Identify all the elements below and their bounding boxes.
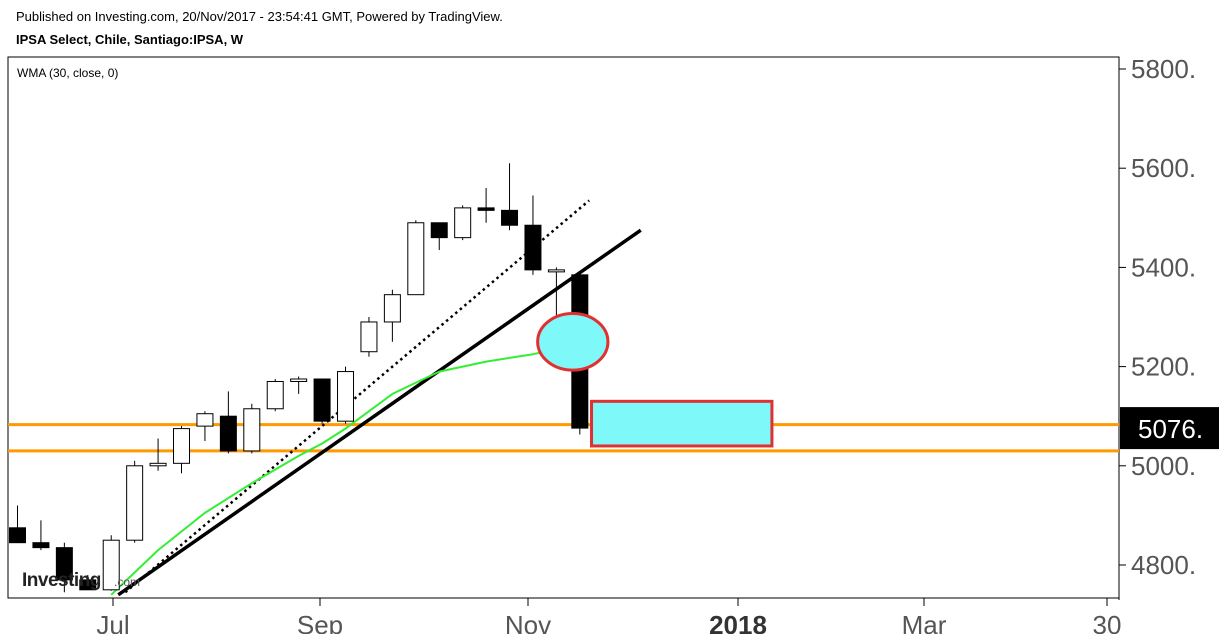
last-price-marker: 5076. bbox=[1120, 407, 1219, 450]
candle bbox=[243, 403, 261, 454]
support-lines bbox=[8, 423, 1119, 453]
x-tick-label: Nov bbox=[505, 610, 551, 634]
candle bbox=[290, 376, 308, 394]
trendline-dotted bbox=[124, 199, 590, 594]
candle-body-up bbox=[102, 539, 120, 591]
x-tick-label: Sep bbox=[297, 610, 343, 634]
y-tick-label: 5800. bbox=[1131, 54, 1196, 84]
candle bbox=[524, 195, 542, 275]
y-tick-label: 5400. bbox=[1131, 252, 1196, 282]
candle-body-up bbox=[196, 413, 214, 427]
x-tick-label: 2018 bbox=[709, 610, 767, 634]
candle bbox=[149, 438, 167, 471]
candle-body-up bbox=[126, 465, 144, 541]
candle bbox=[79, 574, 97, 591]
wma-series bbox=[110, 348, 557, 596]
x-tick-label: Jul bbox=[96, 610, 129, 634]
candle bbox=[32, 520, 50, 551]
highlight-rectangle bbox=[590, 399, 774, 448]
candle bbox=[501, 163, 519, 231]
candle-body-down bbox=[9, 527, 26, 544]
candle bbox=[337, 366, 355, 424]
indicator-label: WMA (30, close, 0) bbox=[17, 66, 118, 80]
candle-body-up bbox=[383, 294, 401, 323]
candle bbox=[313, 378, 331, 424]
candle-body-up bbox=[454, 207, 472, 239]
last-price-label: 5076. bbox=[1138, 414, 1203, 444]
y-tick-label: 5200. bbox=[1131, 352, 1196, 382]
trendlines bbox=[117, 199, 642, 597]
candle bbox=[383, 289, 401, 342]
candle bbox=[430, 222, 448, 251]
time-axis: Jul Sep Nov 2018 Mar 30 bbox=[96, 598, 1121, 634]
candle bbox=[266, 379, 284, 412]
candle bbox=[360, 317, 378, 357]
candle-body-down bbox=[524, 224, 542, 271]
price-axis: 4800. 5000. 5200. 5400. 5600. 5800. bbox=[1119, 54, 1196, 580]
last-price-box bbox=[1120, 407, 1219, 450]
candle bbox=[102, 535, 120, 591]
highlights bbox=[536, 312, 774, 448]
published-note: Published on Investing.com, 20/Nov/2017 … bbox=[16, 9, 503, 24]
candle-body-up bbox=[337, 371, 355, 422]
candle bbox=[55, 542, 73, 593]
y-tick-label: 5000. bbox=[1131, 451, 1196, 481]
candle-body-up bbox=[149, 462, 167, 467]
x-tick-label: 30 bbox=[1093, 610, 1122, 634]
candle bbox=[9, 505, 26, 544]
watermark-suffix: .com bbox=[114, 575, 140, 589]
candle-body-down bbox=[55, 547, 73, 581]
candle-body-down bbox=[313, 378, 331, 422]
candle-body-down bbox=[501, 209, 519, 226]
candle bbox=[407, 220, 425, 296]
candle-body-down bbox=[477, 207, 495, 211]
candle-body-down bbox=[32, 542, 50, 549]
candle bbox=[173, 426, 191, 474]
candle bbox=[219, 391, 237, 454]
candle-body-up bbox=[407, 222, 425, 296]
highlight-ellipse bbox=[536, 312, 610, 372]
x-tick-label: Mar bbox=[902, 610, 947, 634]
y-tick-label: 4800. bbox=[1131, 550, 1196, 580]
candle bbox=[454, 205, 472, 241]
candle-body-down bbox=[430, 222, 448, 239]
y-tick-label: 5600. bbox=[1131, 153, 1196, 183]
wma-line bbox=[110, 348, 557, 596]
candle-body-down bbox=[219, 415, 237, 452]
candle-body-up bbox=[266, 380, 284, 410]
candle-body-up bbox=[173, 428, 191, 464]
candle bbox=[477, 188, 495, 223]
symbol-title: IPSA Select, Chile, Santiago:IPSA, W bbox=[16, 32, 244, 47]
trendline-solid bbox=[117, 228, 642, 597]
candle-body-up bbox=[290, 378, 308, 382]
candle bbox=[196, 411, 214, 441]
candle-body-up bbox=[547, 269, 565, 273]
investing-watermark: Investing .com bbox=[22, 570, 140, 591]
candle bbox=[126, 460, 144, 543]
candle-body-up bbox=[243, 408, 261, 452]
candle-body-down bbox=[79, 579, 97, 591]
watermark-main: Investing bbox=[22, 570, 101, 591]
candle-body-up bbox=[360, 321, 378, 353]
